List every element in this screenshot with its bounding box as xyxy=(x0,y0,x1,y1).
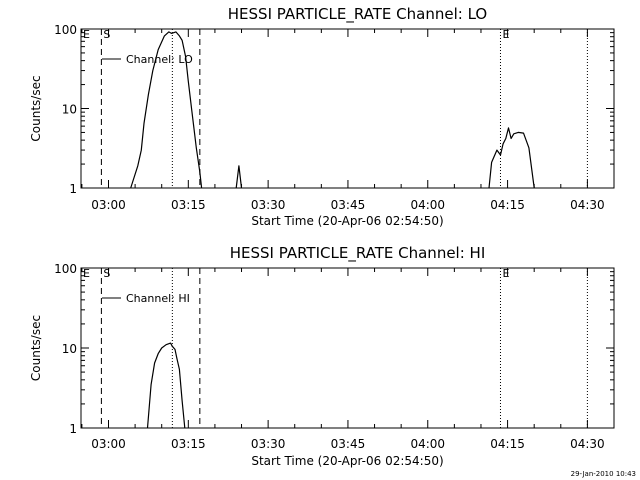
footer-timestamp: 29-Jan-2010 10:43 xyxy=(571,470,636,478)
chart-title: HESSI PARTICLE_RATE Channel: LO xyxy=(228,5,487,24)
chart-title: HESSI PARTICLE_RATE Channel: HI xyxy=(230,244,486,263)
x-tick-label: 03:00 xyxy=(91,198,126,212)
y-axis-label: Counts/sec xyxy=(29,315,43,381)
y-axis-label: Counts/sec xyxy=(29,75,43,141)
event-marker-label: E xyxy=(502,267,509,280)
x-tick-label: 03:15 xyxy=(171,437,206,451)
x-tick-label: 04:30 xyxy=(570,437,605,451)
series-line xyxy=(146,342,186,429)
y-tick-label: 10 xyxy=(62,103,77,117)
y-tick-label: 1 xyxy=(69,422,77,436)
x-axis-label: Start Time (20-Apr-06 02:54:50) xyxy=(251,454,443,468)
x-tick-label: 04:00 xyxy=(410,198,445,212)
x-tick-label: 03:30 xyxy=(251,198,286,212)
y-tick-label: 10 xyxy=(62,342,77,356)
x-tick-label: 03:00 xyxy=(91,437,126,451)
legend-label: Channel: LO xyxy=(126,53,193,66)
event-marker-label: S xyxy=(103,267,110,280)
x-tick-label: 04:15 xyxy=(490,437,525,451)
event-marker-label: E xyxy=(83,267,90,280)
series-line xyxy=(130,31,203,189)
y-tick-label: 1 xyxy=(69,182,77,196)
x-tick-label: 03:30 xyxy=(251,437,286,451)
panel-channel-lo: HESSI PARTICLE_RATE Channel: LO 1 10 100 03:… xyxy=(29,5,615,228)
x-tick-label: 03:45 xyxy=(331,437,366,451)
event-marker-label: E xyxy=(83,28,90,41)
x-tick-label: 04:30 xyxy=(570,198,605,212)
x-axis-label: Start Time (20-Apr-06 02:54:50) xyxy=(251,214,443,228)
panel-channel-hi: HESSI PARTICLE_RATE Channel: HI 1 10 100 03:… xyxy=(29,244,615,468)
y-tick-label: 100 xyxy=(54,23,77,37)
x-tick-label: 03:15 xyxy=(171,198,206,212)
event-marker-label: S xyxy=(103,28,110,41)
series-line xyxy=(235,165,243,189)
x-tick-label: 03:45 xyxy=(331,198,366,212)
series-line xyxy=(488,127,535,189)
event-marker-label: E xyxy=(502,28,509,41)
legend-label: Channel: HI xyxy=(126,292,190,305)
x-tick-label: 04:00 xyxy=(410,437,445,451)
y-tick-label: 100 xyxy=(54,262,77,276)
x-tick-label: 04:15 xyxy=(490,198,525,212)
